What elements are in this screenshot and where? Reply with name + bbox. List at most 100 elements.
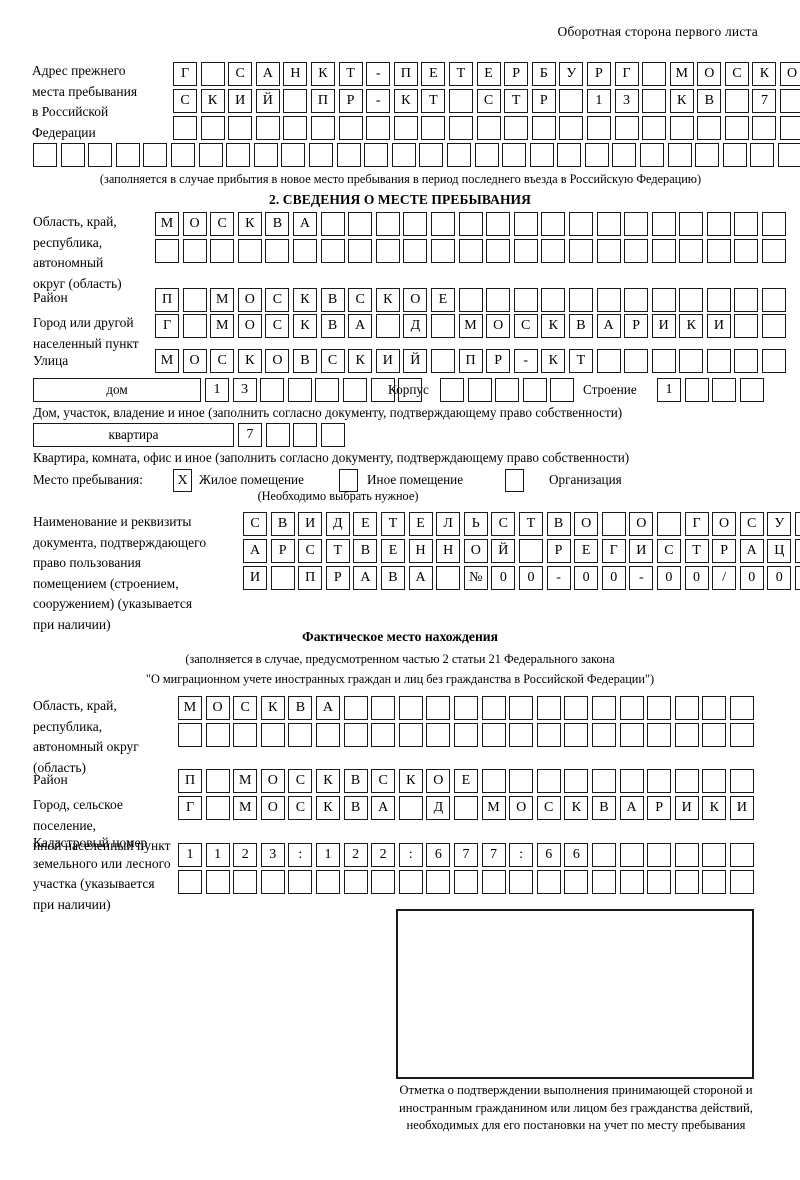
char-cell[interactable] [729, 769, 754, 793]
char-cell[interactable] [288, 723, 313, 747]
char-cell[interactable] [364, 143, 389, 167]
char-cell[interactable] [198, 143, 223, 167]
char-cell[interactable] [398, 723, 423, 747]
char-cell[interactable]: И [729, 796, 754, 820]
char-cell[interactable]: С [739, 512, 764, 536]
char-cell[interactable] [684, 378, 709, 402]
char-cell[interactable]: О [426, 769, 451, 793]
char-cell[interactable]: И [674, 796, 699, 820]
char-cell[interactable]: - [513, 349, 538, 373]
char-cell[interactable] [568, 212, 593, 236]
char-cell[interactable] [446, 143, 471, 167]
char-cell[interactable] [348, 239, 373, 263]
char-cell[interactable]: Т [504, 89, 529, 113]
char-cell[interactable]: 0 [656, 566, 681, 590]
char-cell[interactable]: 2 [371, 843, 396, 867]
char-cell[interactable] [458, 212, 483, 236]
char-cell[interactable]: С [348, 288, 373, 312]
char-cell[interactable] [458, 239, 483, 263]
char-cell[interactable]: 2 [233, 843, 258, 867]
char-cell[interactable]: В [343, 769, 368, 793]
char-cell[interactable]: М [458, 314, 483, 338]
char-cell[interactable] [518, 539, 543, 563]
char-cell[interactable]: К [260, 696, 285, 720]
char-cell[interactable] [426, 723, 451, 747]
char-cell[interactable] [481, 769, 506, 793]
char-cell[interactable]: И [651, 314, 676, 338]
char-cell[interactable]: О [237, 288, 262, 312]
char-cell[interactable]: Б [531, 62, 556, 86]
char-cell[interactable]: М [233, 796, 258, 820]
cadastral-row-2[interactable] [178, 870, 754, 894]
char-cell[interactable] [182, 239, 207, 263]
char-cell[interactable]: Р [270, 539, 295, 563]
char-cell[interactable]: Е [421, 62, 446, 86]
char-cell[interactable]: Д [426, 796, 451, 820]
char-cell[interactable] [591, 843, 616, 867]
char-cell[interactable]: Е [574, 539, 599, 563]
flat-number-cells[interactable]: 7 [238, 423, 345, 447]
char-cell[interactable]: М [155, 212, 179, 236]
char-cell[interactable]: М [233, 769, 258, 793]
section2-region-row-2[interactable] [155, 239, 787, 263]
char-cell[interactable] [458, 288, 483, 312]
char-cell[interactable] [734, 349, 759, 373]
char-cell[interactable] [343, 696, 368, 720]
char-cell[interactable]: О [509, 796, 534, 820]
char-cell[interactable]: Й [255, 89, 280, 113]
char-cell[interactable] [729, 723, 754, 747]
char-cell[interactable]: Т [568, 349, 593, 373]
char-cell[interactable] [531, 116, 556, 140]
char-cell[interactable]: : [288, 843, 313, 867]
char-cell[interactable]: - [629, 566, 654, 590]
char-cell[interactable] [651, 349, 676, 373]
char-cell[interactable] [674, 870, 699, 894]
char-cell[interactable]: О [697, 62, 722, 86]
char-cell[interactable]: П [178, 769, 202, 793]
char-cell[interactable] [762, 314, 787, 338]
char-cell[interactable] [647, 696, 672, 720]
char-cell[interactable]: С [265, 288, 290, 312]
char-cell[interactable] [260, 723, 285, 747]
char-cell[interactable] [178, 723, 202, 747]
char-cell[interactable] [614, 116, 639, 140]
char-cell[interactable]: : [398, 843, 423, 867]
char-cell[interactable] [586, 116, 611, 140]
char-cell[interactable]: У [559, 62, 584, 86]
char-cell[interactable]: К [237, 212, 262, 236]
char-cell[interactable] [656, 512, 681, 536]
char-cell[interactable] [200, 62, 225, 86]
char-cell[interactable] [651, 239, 676, 263]
char-cell[interactable]: С [265, 314, 290, 338]
char-cell[interactable] [60, 143, 85, 167]
char-cell[interactable]: В [292, 349, 317, 373]
char-cell[interactable]: Л [436, 512, 461, 536]
char-cell[interactable] [453, 723, 478, 747]
char-cell[interactable] [33, 143, 57, 167]
char-cell[interactable]: С [210, 212, 235, 236]
char-cell[interactable]: В [591, 796, 616, 820]
char-cell[interactable]: Г [178, 796, 202, 820]
char-cell[interactable]: А [619, 796, 644, 820]
char-cell[interactable]: В [320, 288, 345, 312]
char-cell[interactable]: Т [684, 539, 709, 563]
char-cell[interactable] [591, 696, 616, 720]
char-cell[interactable] [557, 143, 582, 167]
char-cell[interactable]: 7 [238, 423, 262, 447]
char-cell[interactable]: Р [531, 89, 556, 113]
char-cell[interactable]: В [320, 314, 345, 338]
char-cell[interactable]: П [298, 566, 323, 590]
char-cell[interactable]: И [228, 89, 253, 113]
char-cell[interactable]: К [310, 62, 335, 86]
char-cell[interactable] [366, 116, 391, 140]
char-cell[interactable] [762, 349, 787, 373]
char-cell[interactable]: С [173, 89, 197, 113]
char-cell[interactable] [559, 116, 584, 140]
char-cell[interactable]: М [481, 796, 506, 820]
checkbox-other-premises[interactable] [339, 469, 358, 492]
char-cell[interactable] [170, 143, 195, 167]
char-cell[interactable]: И [243, 566, 267, 590]
char-cell[interactable]: Й [403, 349, 428, 373]
